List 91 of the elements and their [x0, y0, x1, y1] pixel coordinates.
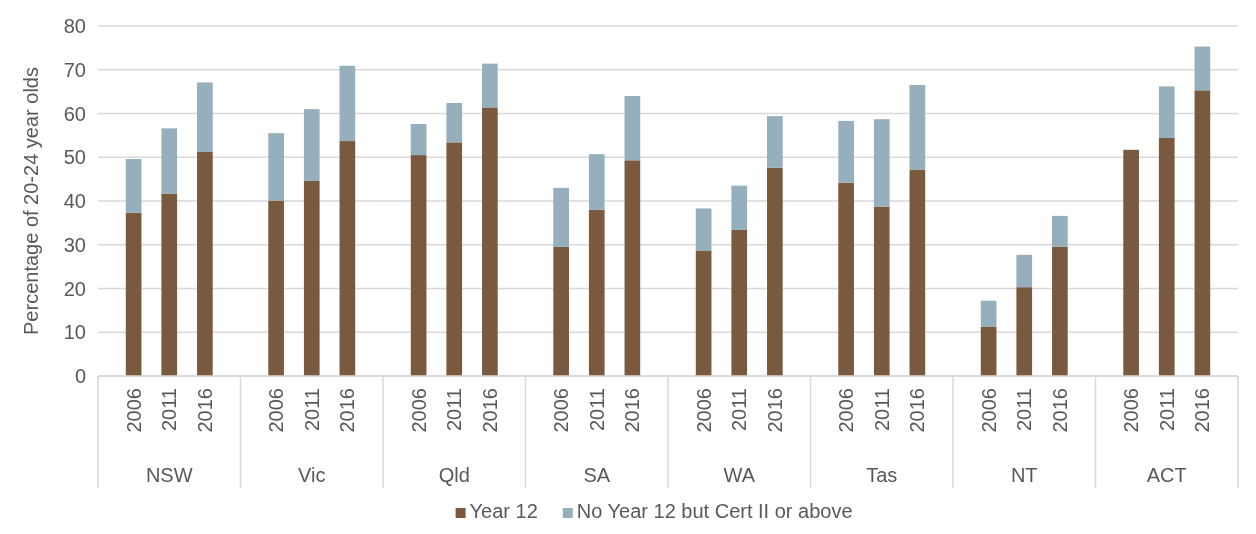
bar — [588, 209, 605, 376]
bar — [161, 193, 178, 376]
x-tick-label: 2011 — [870, 388, 893, 432]
x-tick-label: 2016 — [478, 388, 501, 433]
bar — [268, 200, 284, 376]
x-tick-label: 2011 — [585, 388, 608, 432]
bar — [1194, 90, 1211, 376]
bar — [339, 65, 356, 142]
bar — [1052, 246, 1068, 376]
bar — [588, 154, 605, 210]
bar — [624, 160, 641, 376]
y-axis-title: Percentage of 20-24 year olds — [20, 67, 42, 335]
x-tick-label: 2011 — [1155, 388, 1178, 432]
bar — [1158, 86, 1175, 138]
legend-label: No Year 12 but Cert II or above — [576, 500, 853, 522]
bar — [1052, 215, 1068, 247]
x-tick-label: 2011 — [728, 388, 751, 432]
bar — [838, 120, 854, 183]
x-tick-label: 2006 — [1120, 388, 1143, 433]
bar — [1016, 254, 1033, 288]
y-tick-label: 30 — [63, 233, 86, 256]
text: SA — [583, 464, 611, 486]
x-tick-label: 2016 — [763, 388, 786, 433]
y-tick-label: 0 — [74, 365, 86, 387]
bar — [482, 63, 498, 108]
text: Tas — [866, 464, 898, 486]
bar — [410, 155, 427, 376]
y-tick-label: 80 — [63, 15, 86, 37]
x-tick-label: 2006 — [265, 388, 288, 433]
bar — [980, 300, 997, 327]
bar — [553, 246, 569, 376]
bar — [695, 250, 712, 376]
text: NSW — [145, 464, 193, 486]
bar — [767, 167, 783, 376]
y-tick-label: 70 — [63, 58, 86, 81]
legend-label: Year 12 — [469, 500, 538, 522]
x-tick-label: 2011 — [158, 388, 181, 432]
y-tick-label: 60 — [63, 102, 86, 125]
bar — [767, 116, 783, 168]
bar — [553, 187, 569, 247]
bar — [624, 96, 641, 161]
x-tick-label: 2011 — [443, 388, 466, 432]
bar — [1016, 287, 1033, 376]
bar — [303, 109, 320, 181]
bar — [446, 103, 463, 143]
bar — [1194, 46, 1211, 91]
x-tick-label: 2016 — [906, 388, 929, 433]
bar — [695, 208, 712, 251]
x-tick-label: 2006 — [692, 388, 715, 433]
x-tick-label: 2011 — [300, 388, 323, 432]
bar — [873, 206, 890, 376]
bar — [909, 85, 926, 170]
y-tick-label: 50 — [63, 146, 86, 169]
x-tick-label: 2016 — [1048, 388, 1071, 433]
y-tick-label: 10 — [63, 321, 86, 344]
text: Qld — [438, 464, 470, 486]
bar — [161, 128, 178, 194]
bar — [482, 107, 498, 376]
text: NT — [1010, 464, 1038, 486]
bar — [339, 141, 356, 376]
x-tick-label: 2016 — [193, 388, 216, 433]
text: Vic — [298, 464, 326, 486]
bar — [197, 82, 213, 152]
bar — [410, 124, 427, 156]
y-tick-label: 40 — [63, 190, 86, 212]
x-tick-label: 2006 — [407, 388, 430, 433]
bar — [303, 180, 320, 376]
bar — [838, 182, 854, 376]
x-tick-label: 2006 — [122, 388, 145, 433]
bar — [125, 159, 142, 213]
bar — [873, 119, 890, 207]
y-tick-label: 20 — [63, 277, 86, 300]
bar — [1123, 149, 1139, 376]
bar — [980, 327, 997, 376]
bar — [125, 212, 142, 376]
text: WA — [723, 464, 756, 486]
x-tick-label: 2006 — [977, 388, 1000, 433]
bar — [1158, 138, 1175, 376]
x-tick-label: 2016 — [621, 388, 644, 433]
bar — [268, 133, 284, 201]
x-tick-label: 2006 — [550, 388, 573, 433]
bar — [197, 152, 213, 376]
bar — [731, 229, 748, 376]
x-tick-label: 2011 — [1013, 388, 1036, 432]
x-tick-label: 2016 — [336, 388, 359, 433]
bar — [909, 169, 926, 376]
bar — [446, 142, 463, 376]
x-tick-label: 2006 — [835, 388, 858, 433]
x-tick-label: 2016 — [1191, 388, 1214, 433]
text: ACT — [1146, 464, 1187, 486]
bar — [731, 185, 748, 230]
